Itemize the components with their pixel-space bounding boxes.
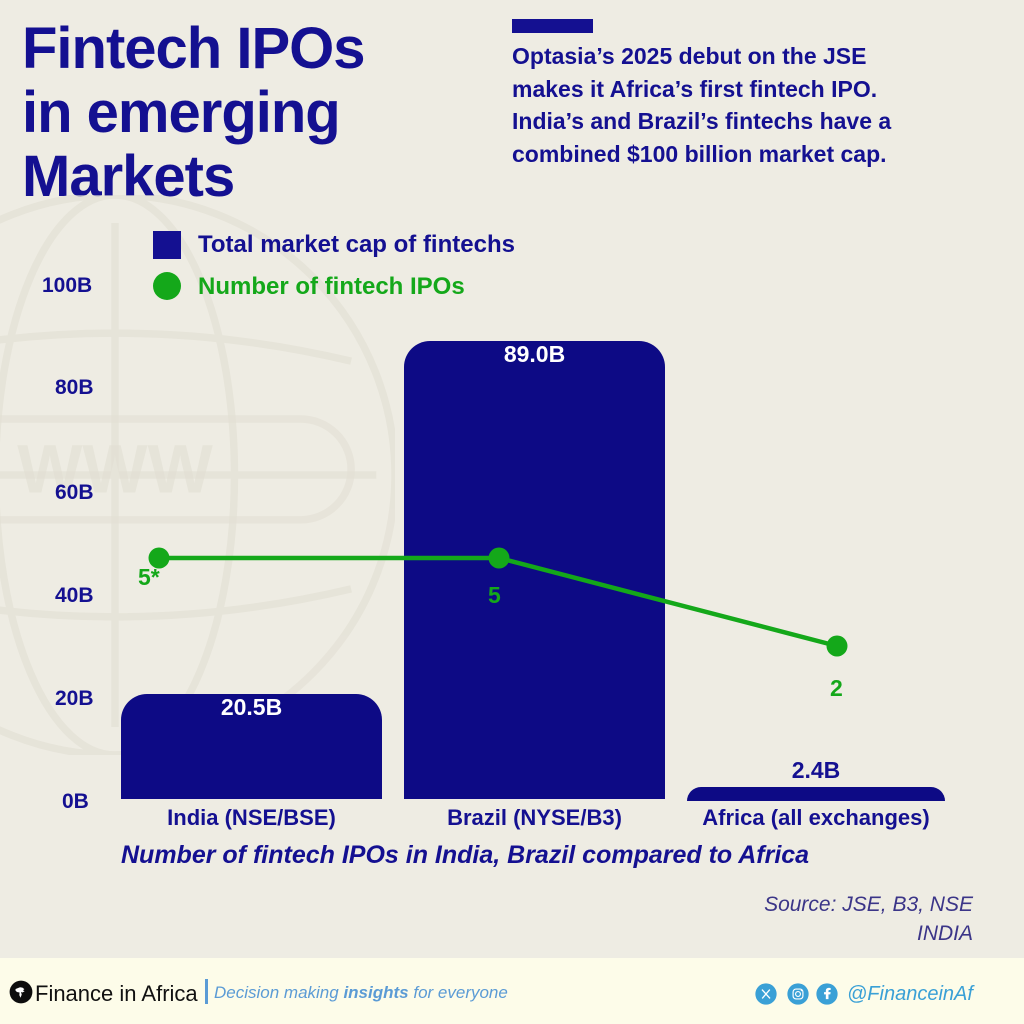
svg-text:WWW: WWW bbox=[17, 430, 213, 508]
